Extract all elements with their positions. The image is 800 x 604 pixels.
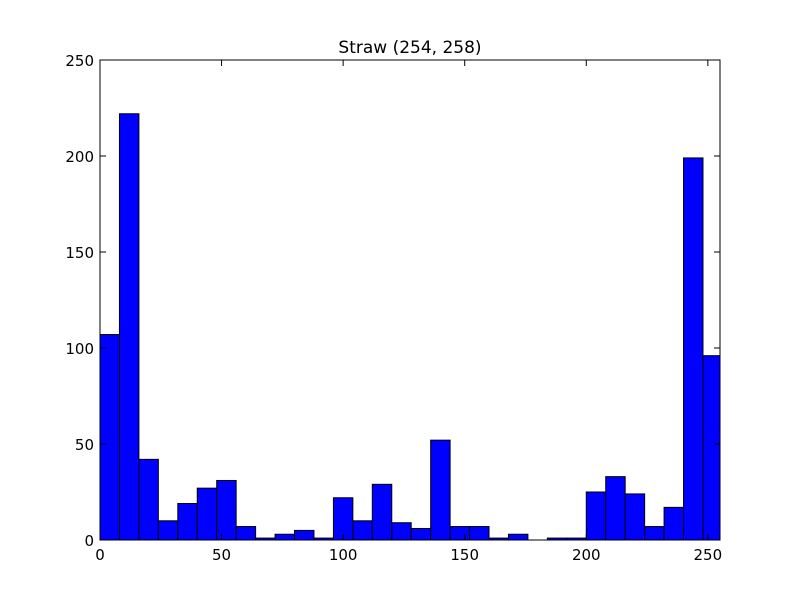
x-tick-label: 150 [450, 546, 479, 564]
ticks-group: 0 50 100 150 200 250 0 50 100 150 200 250 [65, 52, 722, 564]
x-tick-label: 50 [212, 546, 231, 564]
y-tick-label: 0 [84, 532, 94, 550]
y-tick-label: 50 [75, 436, 94, 454]
histogram-bar [235, 526, 257, 541]
bars-group [99, 113, 721, 541]
histogram-bar [332, 497, 354, 541]
histogram-bar [391, 522, 412, 541]
y-tick-label: 100 [65, 340, 94, 358]
chart-title: Straw (254, 258) [338, 38, 481, 58]
histogram-bar [157, 520, 179, 541]
y-tick-label: 200 [65, 148, 94, 166]
histogram-bar [585, 491, 607, 541]
x-tick-label: 250 [694, 546, 723, 564]
y-tick-label: 150 [65, 244, 94, 262]
histogram-bar [410, 527, 432, 541]
histogram-bar [118, 113, 140, 541]
x-tick-label: 200 [572, 546, 601, 564]
y-tick-label: 250 [65, 52, 94, 70]
histogram-bar [430, 439, 451, 541]
histogram-bar [644, 526, 665, 541]
histogram-bar [605, 476, 626, 541]
histogram-bar [352, 520, 373, 541]
histogram-bar [469, 526, 490, 541]
histogram-bar [624, 493, 646, 541]
histogram-bar [683, 157, 704, 541]
histogram-bar [507, 533, 529, 541]
histogram-bar [177, 503, 198, 541]
x-tick-label: 100 [329, 546, 358, 564]
histogram-bar [663, 506, 685, 541]
histogram-bar [196, 487, 218, 541]
histogram-bar [216, 479, 237, 541]
histogram-bar [274, 533, 296, 541]
histogram-bar [702, 355, 721, 541]
histogram-bar [371, 483, 393, 541]
histogram-bar [449, 526, 471, 541]
axes-frame [99, 59, 721, 541]
histogram-bar [138, 458, 159, 541]
x-tick-label: 0 [95, 546, 105, 564]
histogram-bar [294, 529, 315, 541]
histogram-bar [99, 334, 120, 541]
